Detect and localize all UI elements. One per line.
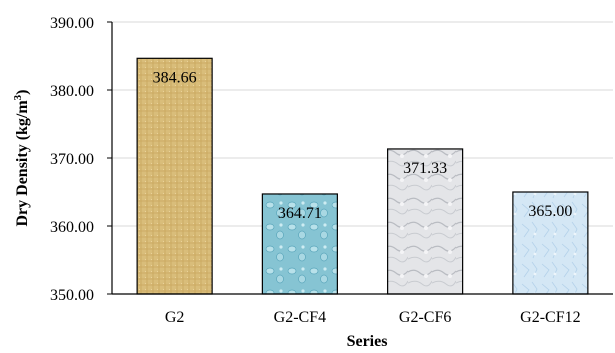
y-tick-label: 390.00 — [50, 15, 94, 32]
bar-g2-cf4 — [261, 193, 338, 295]
x-tick-label: G2-CF6 — [399, 309, 451, 326]
x-tick-label: G2-CF12 — [520, 309, 580, 326]
y-tick-label: 380.00 — [50, 83, 94, 100]
axes — [107, 21, 613, 295]
y-tick-label: 370.00 — [50, 151, 94, 168]
y-tick-label: 350.00 — [50, 287, 94, 304]
y-axis-title: Dry Density (kg/m3) — [12, 89, 31, 226]
data-labels: 384.66 364.71 371.33 365.00 — [153, 69, 573, 222]
bar-g2 — [136, 57, 213, 295]
data-label: 365.00 — [528, 203, 572, 220]
data-label: 364.71 — [278, 205, 322, 222]
x-tick-labels: G2 G2-CF4 G2-CF6 G2-CF12 — [165, 309, 581, 326]
x-axis-title: Series — [347, 333, 388, 350]
data-label: 384.66 — [153, 69, 197, 86]
y-tick-label: 360.00 — [50, 219, 94, 236]
x-tick-label: G2 — [165, 309, 185, 326]
bars — [136, 57, 589, 295]
x-tick-label: G2-CF4 — [274, 309, 326, 326]
y-tick-labels: 350.00 360.00 370.00 380.00 390.00 — [50, 15, 94, 304]
data-label: 371.33 — [403, 160, 447, 177]
bar-g2-cf12 — [512, 191, 589, 295]
